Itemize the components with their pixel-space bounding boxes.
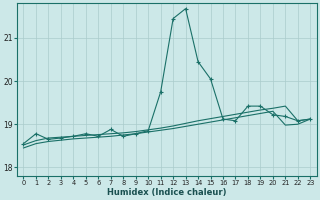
X-axis label: Humidex (Indice chaleur): Humidex (Indice chaleur) [107,188,227,197]
